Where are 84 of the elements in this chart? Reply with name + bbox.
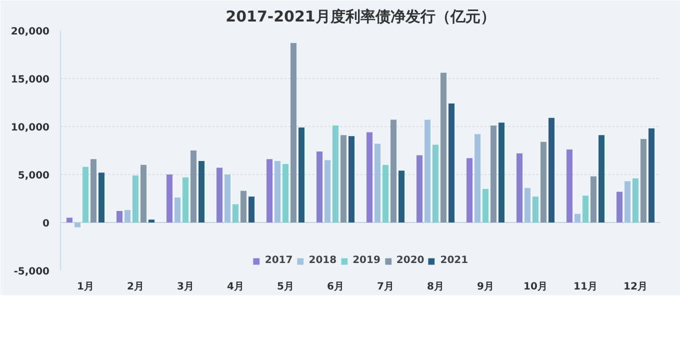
legend-label: 2018 [308, 255, 337, 266]
legend-label: 2019 [352, 255, 380, 266]
y-tick-label: 15,000 [10, 74, 50, 86]
bar [598, 135, 604, 222]
bar [98, 172, 104, 222]
x-tick-label: 9月 [477, 282, 494, 292]
bar [590, 176, 596, 222]
bar [266, 159, 272, 222]
bar [232, 204, 238, 222]
bar [148, 220, 154, 222]
legend-label: 2020 [396, 255, 424, 266]
x-tick-label: 7月 [377, 282, 394, 292]
y-tick-label: -5,000 [14, 266, 50, 278]
x-tick-label: 4月 [227, 282, 244, 292]
legend-label: 2017 [264, 255, 293, 266]
bar [332, 126, 338, 222]
bar [324, 160, 330, 222]
bar [516, 153, 522, 222]
bar [216, 168, 222, 222]
bar [90, 159, 96, 222]
y-tick-label: 20,000 [10, 26, 50, 38]
x-tick-label: 2月 [127, 282, 144, 292]
bar [482, 188, 488, 222]
bar [298, 127, 304, 222]
bar [182, 177, 188, 222]
bar [474, 134, 480, 222]
bar [374, 144, 380, 222]
bar [448, 103, 454, 222]
bar [132, 175, 138, 222]
bar [466, 158, 472, 222]
bar [224, 174, 230, 222]
x-tick-label: 6月 [327, 282, 344, 292]
bar [532, 196, 538, 222]
y-tick-label: 0 [42, 218, 50, 230]
bar [490, 126, 496, 222]
bar [282, 164, 288, 222]
bar [348, 136, 354, 222]
bar [416, 155, 422, 222]
bar [124, 210, 130, 222]
bar [240, 190, 246, 222]
bar [548, 118, 554, 222]
x-tick-label: 10月 [524, 282, 548, 292]
x-tick-label: 3月 [177, 282, 194, 292]
bar [524, 188, 530, 222]
bar [166, 174, 172, 222]
bar [432, 144, 438, 222]
bar [190, 150, 196, 222]
bar [566, 150, 572, 222]
bar [340, 135, 346, 222]
x-tick-label: 5月 [277, 282, 294, 292]
chart-title: 2017-2021月度利率债净发行（亿元） [226, 8, 496, 26]
bar [290, 42, 296, 222]
bar [498, 122, 504, 222]
bar [66, 218, 72, 222]
x-tick-label: 11月 [574, 282, 598, 292]
bar [74, 222, 80, 228]
bar [316, 151, 322, 222]
bar [390, 120, 396, 222]
bar [640, 138, 646, 222]
bar [366, 132, 372, 222]
legend-label: 2021 [440, 255, 468, 266]
bar [398, 170, 404, 222]
bar [198, 161, 204, 222]
bar [582, 196, 588, 222]
bar [574, 214, 580, 222]
bar [540, 142, 546, 222]
bar [616, 192, 622, 222]
bar [382, 164, 388, 222]
bar [140, 164, 146, 222]
bar [648, 128, 654, 222]
bar [632, 178, 638, 222]
bar [424, 120, 430, 222]
x-tick-label: 1月 [77, 282, 94, 292]
x-tick-label: 12月 [624, 282, 648, 292]
y-tick-label: 5,000 [18, 170, 50, 182]
bar [82, 166, 88, 222]
y-tick-label: 10,000 [10, 122, 50, 134]
bar [116, 210, 122, 222]
bar [248, 196, 254, 222]
bar [174, 198, 180, 222]
bar [440, 72, 446, 222]
bar [274, 161, 280, 222]
x-tick-label: 8月 [427, 282, 444, 292]
bar [624, 181, 630, 222]
